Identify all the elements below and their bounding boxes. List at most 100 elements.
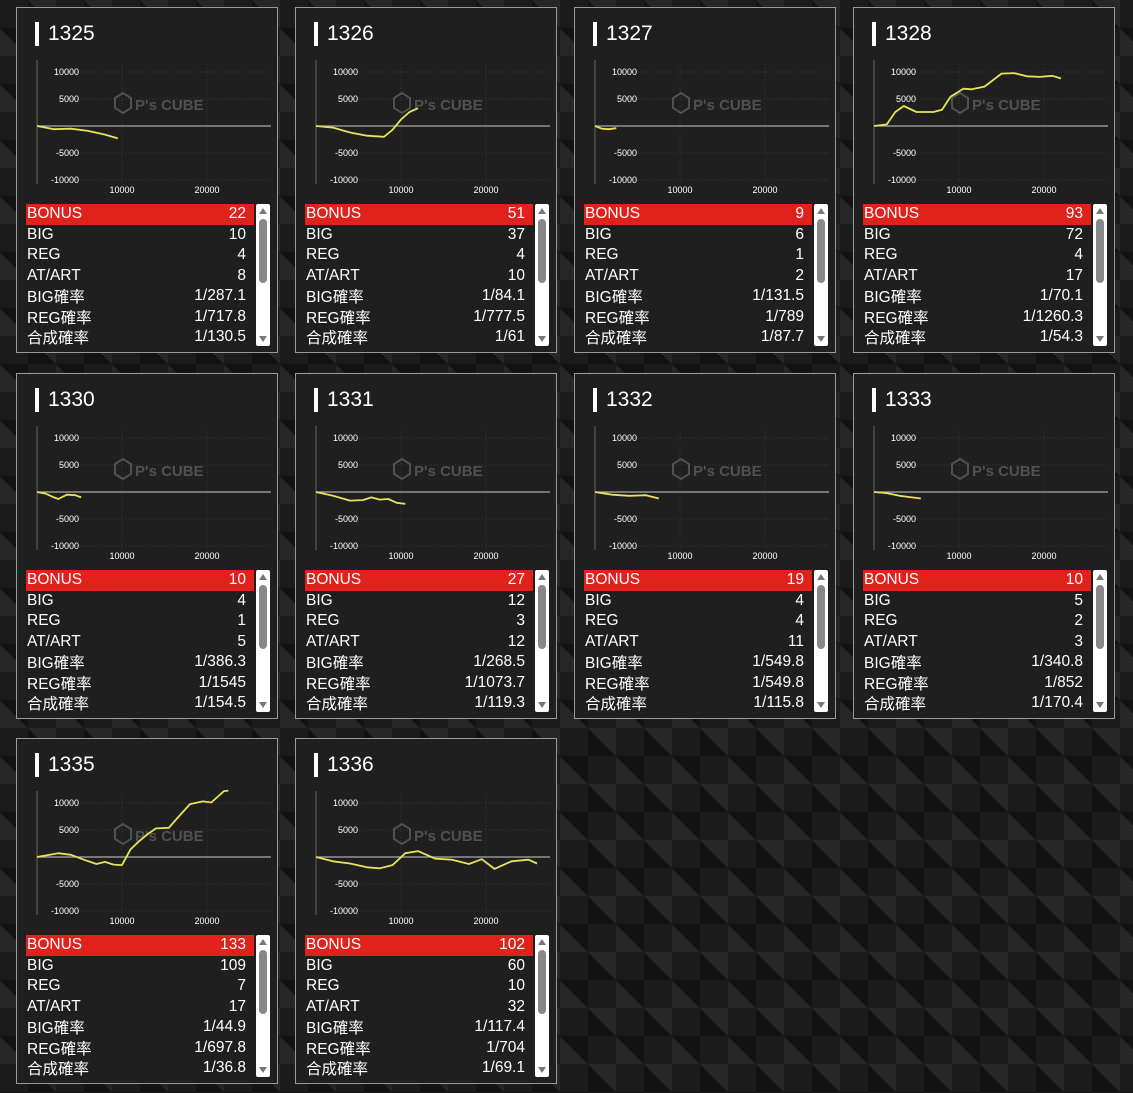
stats-scrollbar[interactable] (535, 570, 549, 712)
machine-card-1325[interactable]: 1325 10000 5000 -5000 -10000 10000 20000 P's C… (16, 7, 278, 353)
stat-row-big: BIG 4 (584, 591, 812, 612)
pscube-watermark: P's CUBE (952, 459, 1041, 480)
stats-scrollbar[interactable] (256, 204, 270, 346)
scroll-up-arrow-icon[interactable] (259, 208, 267, 214)
stats-scrollbar[interactable] (256, 570, 270, 712)
watermark-text: P's CUBE (135, 463, 204, 480)
scroll-thumb[interactable] (538, 219, 546, 283)
machine-number: 1333 (885, 388, 932, 412)
machine-number-title: 1328 (872, 20, 932, 48)
machine-card-1328[interactable]: 1328 10000 5000 -5000 -10000 10000 20000 P's C… (853, 7, 1115, 353)
machine-card-1330[interactable]: 1330 10000 5000 -5000 -10000 10000 20000 P's C… (16, 373, 278, 719)
scroll-thumb[interactable] (538, 585, 546, 649)
stat-value: 10 (508, 977, 533, 995)
x-tick-label: 20000 (473, 551, 498, 561)
stat-label: REG (27, 977, 61, 995)
y-tick-label: 5000 (338, 825, 358, 835)
scroll-down-arrow-icon[interactable] (259, 702, 267, 708)
stat-label: REG (306, 977, 340, 995)
machine-number-title: 1336 (314, 751, 374, 779)
stat-label: AT/ART (864, 267, 918, 285)
scroll-up-arrow-icon[interactable] (817, 208, 825, 214)
stat-label: 合成確率 (306, 1057, 368, 1079)
scroll-thumb[interactable] (817, 219, 825, 283)
stat-label: BIG (27, 592, 54, 610)
scroll-up-arrow-icon[interactable] (538, 574, 546, 580)
scroll-down-arrow-icon[interactable] (538, 1067, 546, 1073)
machine-number-title: 1333 (872, 386, 932, 414)
payout-graph-svg: 10000 5000 -5000 -10000 10000 20000 P's CUBE (854, 422, 1116, 570)
stat-row-bonus: BONUS 9 (584, 204, 812, 225)
machine-card-1332[interactable]: 1332 10000 5000 -5000 -10000 10000 20000 P's C… (574, 373, 836, 719)
stats-scrollbar[interactable] (1093, 570, 1107, 712)
stat-value: 60 (508, 957, 533, 975)
watermark-text: P's CUBE (414, 97, 483, 114)
stat-row-at-art: AT/ART 8 (26, 266, 254, 287)
stats-scrollbar[interactable] (535, 204, 549, 346)
scroll-down-arrow-icon[interactable] (817, 702, 825, 708)
machine-card-1335[interactable]: 1335 10000 5000 -5000 -10000 10000 20000 P's C… (16, 738, 278, 1084)
scroll-thumb[interactable] (1096, 219, 1104, 283)
stats-scrollbar[interactable] (256, 935, 270, 1077)
stat-label: BIG (27, 957, 54, 975)
scroll-thumb[interactable] (259, 950, 267, 1014)
stats-scrollbar[interactable] (814, 570, 828, 712)
scroll-down-arrow-icon[interactable] (817, 336, 825, 342)
scroll-down-arrow-icon[interactable] (259, 336, 267, 342)
scroll-up-arrow-icon[interactable] (538, 208, 546, 214)
scroll-thumb[interactable] (259, 219, 267, 283)
scroll-up-arrow-icon[interactable] (259, 939, 267, 945)
stat-value: 27 (508, 571, 533, 589)
stat-label: BIG確率 (306, 1016, 364, 1038)
scroll-up-arrow-icon[interactable] (1096, 574, 1104, 580)
machine-card-1333[interactable]: 1333 10000 5000 -5000 -10000 10000 20000 P's C… (853, 373, 1115, 719)
scroll-down-arrow-icon[interactable] (259, 1067, 267, 1073)
stat-label: REG (585, 612, 619, 630)
payout-graph: 10000 5000 -5000 -10000 10000 20000 P's CUBE (575, 56, 837, 204)
machine-card-1331[interactable]: 1331 10000 5000 -5000 -10000 10000 20000 P's C… (295, 373, 557, 719)
scroll-down-arrow-icon[interactable] (1096, 336, 1104, 342)
scroll-down-arrow-icon[interactable] (1096, 702, 1104, 708)
payout-line (595, 492, 659, 499)
machine-card-1327[interactable]: 1327 10000 5000 -5000 -10000 10000 20000 P's C… (574, 7, 836, 353)
stat-value: 3 (1074, 633, 1091, 651)
machine-card-1336[interactable]: 1336 10000 5000 -5000 -10000 10000 20000 P's C… (295, 738, 557, 1084)
stats-scrollbar[interactable] (535, 935, 549, 1077)
stat-row-reg: REG確率 1/1260.3 (863, 307, 1091, 328)
stat-value: 109 (220, 957, 254, 975)
stat-label: REG確率 (864, 672, 929, 694)
y-tick-label: 10000 (891, 433, 916, 443)
y-tick-label: 10000 (54, 67, 79, 77)
payout-graph: 10000 5000 -5000 -10000 10000 20000 P's CUBE (17, 56, 279, 204)
stat-row-big: BIG 6 (584, 225, 812, 246)
scroll-up-arrow-icon[interactable] (817, 574, 825, 580)
scroll-up-arrow-icon[interactable] (538, 939, 546, 945)
y-tick-label: 5000 (617, 94, 637, 104)
scroll-down-arrow-icon[interactable] (538, 702, 546, 708)
scroll-down-arrow-icon[interactable] (538, 336, 546, 342)
stat-label: REG確率 (306, 306, 371, 328)
stats-scrollbar[interactable] (814, 204, 828, 346)
stat-value: 102 (499, 936, 533, 954)
watermark-text: P's CUBE (972, 97, 1041, 114)
payout-graph: 10000 5000 -5000 -10000 10000 20000 P's CUBE (17, 422, 279, 570)
stat-row-big: BIG確率 1/131.5 (584, 286, 812, 307)
scroll-up-arrow-icon[interactable] (1096, 208, 1104, 214)
scroll-up-arrow-icon[interactable] (259, 574, 267, 580)
stat-label: 合成確率 (27, 692, 89, 714)
scroll-thumb[interactable] (259, 585, 267, 649)
stat-row-big: BIG確率 1/386.3 (26, 652, 254, 673)
scroll-thumb[interactable] (817, 585, 825, 649)
stat-row-big: BIG確率 1/84.1 (305, 286, 533, 307)
watermark-cube-icon (394, 93, 410, 113)
stat-row-reg: REG確率 1/549.8 (584, 673, 812, 694)
y-tick-label: 10000 (54, 433, 79, 443)
stat-value: 4 (516, 246, 533, 264)
scroll-thumb[interactable] (1096, 585, 1104, 649)
payout-graph-svg: 10000 5000 -5000 -10000 10000 20000 P's CUBE (575, 56, 837, 204)
stats-scrollbar[interactable] (1093, 204, 1107, 346)
machine-number: 1328 (885, 22, 932, 46)
scroll-thumb[interactable] (538, 950, 546, 1014)
machine-card-1326[interactable]: 1326 10000 5000 -5000 -10000 10000 20000 P's C… (295, 7, 557, 353)
stat-label: BIG (585, 226, 612, 244)
